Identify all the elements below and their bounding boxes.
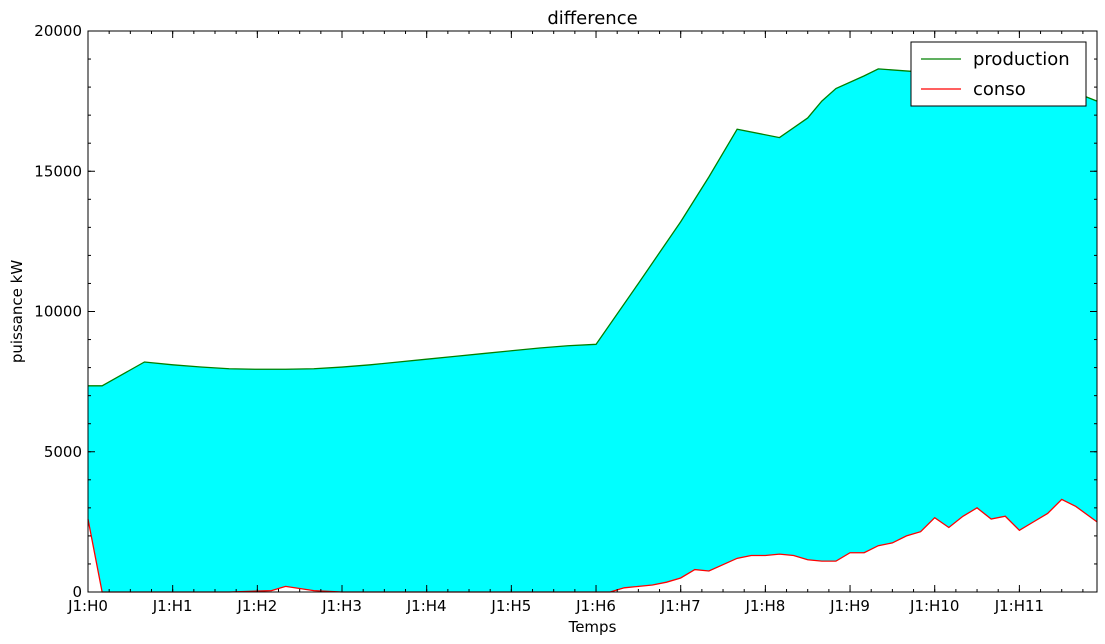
- x-tick-label: J1:H10: [909, 597, 959, 615]
- legend-box: [910, 41, 1087, 107]
- tick-labels: J1:H0 J1:H1 J1:H2 J1:H3 J1:H4 J1:H5 J1:H6 J1:H7…: [34, 22, 1044, 615]
- legend-label-conso: conso: [973, 79, 1026, 100]
- x-tick-label: J1:H1: [152, 597, 193, 615]
- x-tick-label: J1:H5: [490, 597, 531, 615]
- x-tick-label: J1:H3: [321, 597, 362, 615]
- x-axis-title: Temps: [568, 618, 617, 636]
- x-tick-label: J1:H8: [744, 597, 785, 615]
- legend: production conso: [910, 41, 1087, 107]
- x-tick-label: J1:H11: [994, 597, 1044, 615]
- y-axis-title: puissance kW: [8, 260, 26, 363]
- x-tick-label: J1:H7: [660, 597, 701, 615]
- x-tick-label: J1:H4: [406, 597, 447, 615]
- difference-fill-area: [88, 68, 1097, 593]
- y-tick-label: 15000: [34, 162, 82, 180]
- y-tick-label: 0: [72, 583, 82, 601]
- chart-title: difference: [547, 8, 637, 29]
- y-tick-label: 5000: [44, 443, 82, 461]
- legend-label-production: production: [973, 49, 1070, 70]
- x-tick-label: J1:H6: [575, 597, 616, 615]
- x-tick-label: J1:H2: [236, 597, 277, 615]
- series-line-production: [88, 68, 1098, 387]
- axis-ticks: [87, 30, 1097, 593]
- x-tick-label: J1:H9: [829, 597, 870, 615]
- y-tick-label: 10000: [34, 303, 82, 321]
- fill-between-polygon: [88, 68, 1097, 593]
- x-tick-label: J1:H0: [67, 597, 108, 615]
- y-tick-label: 20000: [34, 22, 82, 40]
